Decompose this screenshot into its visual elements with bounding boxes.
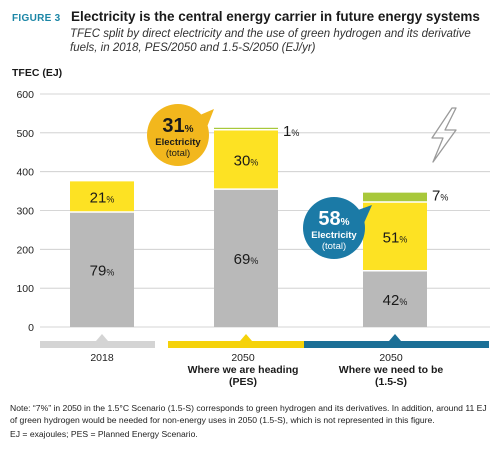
data-label: 69%	[234, 251, 259, 268]
data-label: 51%	[383, 229, 408, 246]
bar-segment-other	[70, 212, 134, 327]
category-marker	[240, 334, 252, 341]
electricity-total-callout	[147, 104, 209, 166]
chart-subtitle: TFEC split by direct electricity and the…	[70, 28, 471, 54]
data-label: 21%	[90, 190, 115, 207]
y-tick-label: 500	[16, 128, 34, 140]
y-tick-label: 400	[16, 167, 34, 179]
x-category-label: Where we need to be	[339, 364, 444, 376]
chart-note: Note: “7%” in 2050 in the 1.5°C Scenario…	[10, 402, 494, 442]
data-label: 42%	[383, 292, 408, 309]
callout-label: Electricity	[155, 137, 201, 148]
bar-segment-other	[214, 189, 278, 327]
chart-title: Electricity is the central energy carrie…	[70, 9, 480, 24]
electricity-total-callout	[303, 197, 365, 259]
bar-segment-electricity	[70, 181, 134, 213]
category-base-strip	[304, 341, 489, 348]
y-tick-label: 100	[16, 283, 34, 295]
category-marker	[389, 334, 401, 341]
callout-pointer	[200, 109, 214, 127]
callout-percentage: 58%	[318, 208, 349, 230]
note-abbreviations: EJ = exajoules; PES = Planned Energy Sce…	[10, 429, 198, 439]
bar-segment-electricity	[214, 129, 278, 190]
callout-percentage: 31%	[162, 115, 193, 137]
callout-label: (total)	[166, 148, 190, 159]
y-tick-label: 300	[16, 206, 34, 218]
y-tick-label: 600	[16, 89, 34, 101]
note-text: Note: “7%” in 2050 in the 1.5°C Scenario…	[10, 403, 487, 425]
x-category-label: (PES)	[229, 376, 257, 388]
bar-segment-electricity	[363, 201, 427, 271]
figure-label: FIGURE 3	[12, 13, 61, 24]
data-label: 1%	[283, 123, 299, 140]
category-marker	[96, 334, 108, 341]
callout-label: Electricity	[311, 230, 357, 241]
data-label: 7%	[432, 188, 448, 205]
y-tick-label: 200	[16, 244, 34, 256]
lightning-bolt-icon	[431, 107, 457, 163]
callout-pointer	[358, 205, 372, 223]
x-category-label: 2050	[379, 352, 403, 364]
bar-segment-other	[363, 270, 427, 327]
x-category-label: (1.5-S)	[375, 376, 407, 388]
y-tick-label: 0	[28, 322, 34, 334]
bar-segment-hydrogen	[363, 192, 427, 202]
category-base-strip	[40, 341, 155, 348]
category-base-strip	[168, 341, 325, 348]
callout-label: (total)	[322, 241, 346, 252]
y-axis-label: TFEC (EJ)	[12, 67, 63, 79]
data-label: 30%	[234, 152, 259, 169]
x-category-label: 2018	[90, 352, 114, 364]
data-label: 79%	[90, 263, 115, 280]
x-category-label: Where we are heading	[188, 364, 299, 376]
x-category-label: 2050	[231, 352, 255, 364]
chart-header: FIGURE 3 Electricity is the central ener…	[12, 8, 492, 26]
bar-segment-hydrogen	[214, 127, 278, 130]
